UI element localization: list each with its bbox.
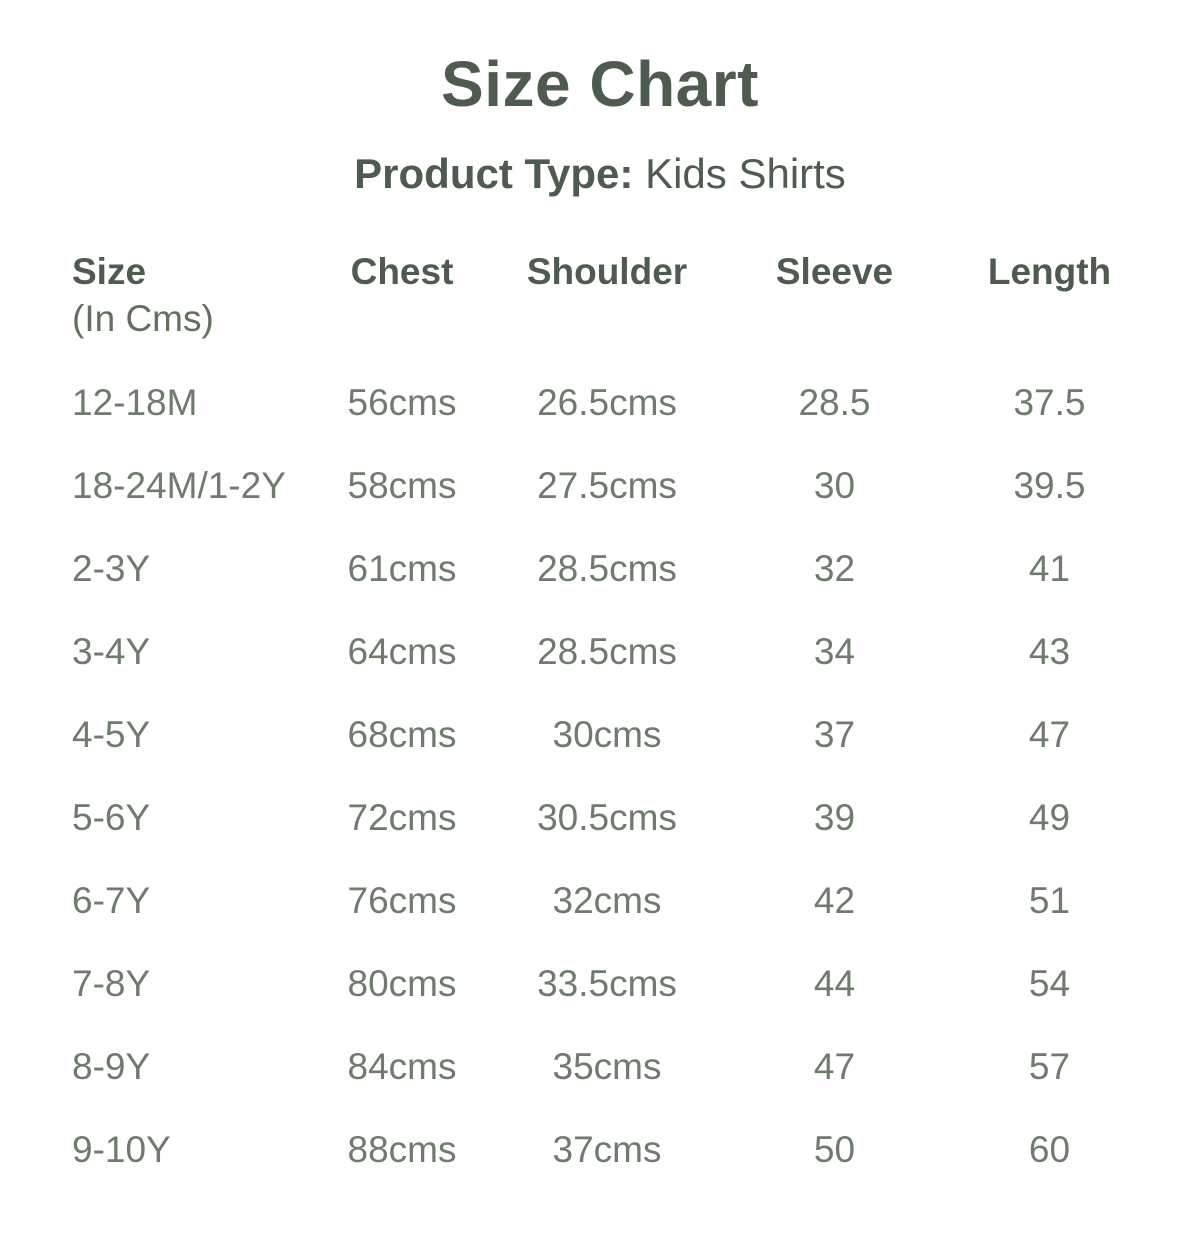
table-row: 18-24M/1-2Y 58cms 27.5cms 30 39.5 — [72, 444, 1152, 527]
cell-length: 49 — [1028, 796, 1071, 838]
cell-chest: 76cms — [347, 879, 457, 921]
cell-sleeve: 28.5 — [798, 381, 871, 423]
column-header-size-unit: (In Cms) — [72, 298, 214, 340]
cell-sleeve: 47 — [813, 1045, 856, 1087]
table-row: 5-6Y 72cms 30.5cms 39 49 — [72, 776, 1152, 859]
product-type-label: Product Type: — [354, 149, 634, 197]
cell-sleeve: 44 — [813, 962, 856, 1004]
cell-sleeve: 39 — [813, 796, 856, 838]
cell-sleeve: 42 — [813, 879, 856, 921]
cell-sleeve: 30 — [813, 464, 856, 506]
cell-shoulder: 28.5cms — [537, 547, 677, 589]
column-header-chest: Chest — [350, 251, 454, 293]
table-row: 9-10Y 88cms 37cms 50 60 — [72, 1108, 1152, 1191]
cell-size: 12-18M — [72, 381, 198, 423]
cell-length: 37.5 — [1013, 381, 1086, 423]
cell-shoulder: 33.5cms — [537, 962, 677, 1004]
cell-length: 54 — [1028, 962, 1071, 1004]
cell-chest: 64cms — [347, 630, 457, 672]
product-type-value: Kids Shirts — [645, 149, 846, 197]
cell-shoulder: 26.5cms — [537, 381, 677, 423]
cell-length: 47 — [1028, 713, 1071, 755]
table-row: 7-8Y 80cms 33.5cms 44 54 — [72, 942, 1152, 1025]
cell-chest: 56cms — [347, 381, 457, 423]
cell-chest: 88cms — [347, 1128, 457, 1170]
cell-size: 3-4Y — [72, 630, 151, 672]
table-row: 8-9Y 84cms 35cms 47 57 — [72, 1025, 1152, 1108]
cell-chest: 58cms — [347, 464, 457, 506]
cell-shoulder: 30.5cms — [537, 796, 677, 838]
cell-length: 41 — [1028, 547, 1071, 589]
column-header-length: Length — [987, 251, 1112, 293]
table-row: 4-5Y 68cms 30cms 37 47 — [72, 693, 1152, 776]
size-chart: Size Chart Product Type: Kids Shirts Siz… — [0, 46, 1200, 1191]
cell-chest: 84cms — [347, 1045, 457, 1087]
cell-shoulder: 30cms — [552, 713, 662, 755]
table-row: 2-3Y 61cms 28.5cms 32 41 — [72, 527, 1152, 610]
cell-size: 6-7Y — [72, 879, 151, 921]
cell-size: 9-10Y — [72, 1128, 171, 1170]
cell-length: 60 — [1028, 1128, 1071, 1170]
cell-shoulder: 35cms — [552, 1045, 662, 1087]
cell-length: 57 — [1028, 1045, 1071, 1087]
cell-chest: 80cms — [347, 962, 457, 1004]
cell-sleeve: 50 — [813, 1128, 856, 1170]
cell-shoulder: 37cms — [552, 1128, 662, 1170]
cell-sleeve: 37 — [813, 713, 856, 755]
table-header-row: Size (In Cms) Chest Shoulder Sleeve Leng… — [72, 251, 1152, 361]
table-row: 12-18M 56cms 26.5cms 28.5 37.5 — [72, 361, 1152, 444]
cell-length: 43 — [1028, 630, 1071, 672]
cell-sleeve: 34 — [813, 630, 856, 672]
table-row: 6-7Y 76cms 32cms 42 51 — [72, 859, 1152, 942]
cell-size: 7-8Y — [72, 962, 151, 1004]
column-header-sleeve: Sleeve — [775, 251, 894, 293]
table-body: 12-18M 56cms 26.5cms 28.5 37.5 18-24M/1-… — [72, 361, 1152, 1191]
cell-shoulder: 28.5cms — [537, 630, 677, 672]
page-title: Size Chart — [441, 48, 759, 120]
table-row: 3-4Y 64cms 28.5cms 34 43 — [72, 610, 1152, 693]
cell-shoulder: 32cms — [552, 879, 662, 921]
column-header-size-label: Size — [72, 251, 147, 293]
cell-size: 18-24M/1-2Y — [72, 464, 286, 506]
cell-chest: 72cms — [347, 796, 457, 838]
cell-chest: 61cms — [347, 547, 457, 589]
cell-size: 8-9Y — [72, 1045, 151, 1087]
size-chart-page: { "header": { "title": "Size Chart", "pr… — [0, 46, 1200, 1246]
cell-sleeve: 32 — [813, 547, 856, 589]
cell-size: 2-3Y — [72, 547, 151, 589]
cell-chest: 68cms — [347, 713, 457, 755]
product-type: Product Type: Kids Shirts — [0, 149, 1200, 199]
column-header-shoulder: Shoulder — [526, 251, 688, 293]
cell-length: 39.5 — [1013, 464, 1086, 506]
cell-size: 4-5Y — [72, 713, 151, 755]
cell-shoulder: 27.5cms — [537, 464, 677, 506]
cell-size: 5-6Y — [72, 796, 151, 838]
cell-length: 51 — [1028, 879, 1071, 921]
column-header-size: Size (In Cms) — [72, 251, 312, 361]
size-table: Size (In Cms) Chest Shoulder Sleeve Leng… — [72, 251, 1152, 1191]
